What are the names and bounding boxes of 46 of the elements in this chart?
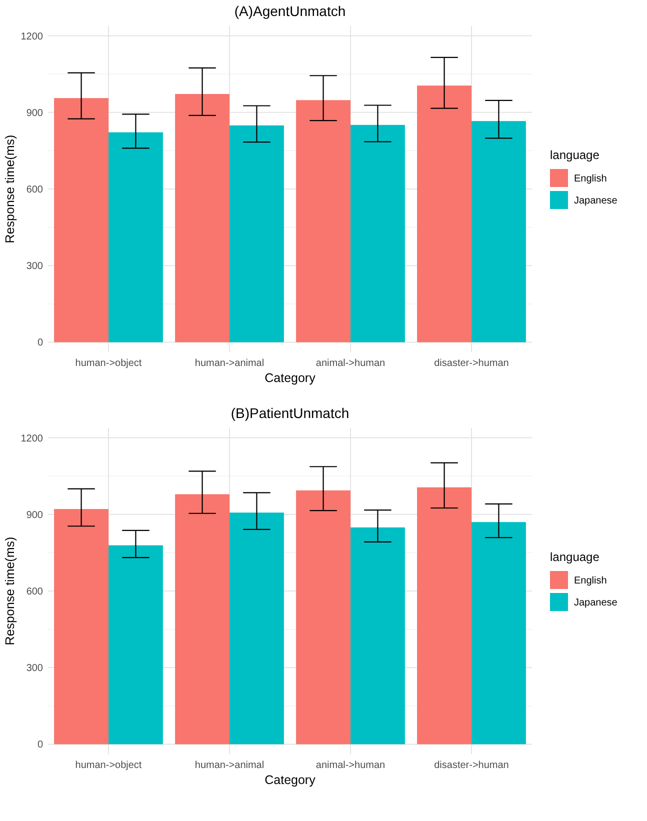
- bar: [472, 121, 526, 342]
- x-tick-label: disaster->human: [434, 760, 509, 771]
- y-tick-label: 0: [37, 740, 44, 751]
- chart-title: (B)PatientUnmatch: [230, 405, 350, 421]
- bar: [175, 94, 230, 342]
- y-tick-label: 300: [26, 261, 44, 272]
- bar: [350, 124, 405, 342]
- y-tick-label: 900: [26, 510, 44, 521]
- y-tick-label: 1200: [20, 31, 44, 42]
- bar: [108, 132, 163, 342]
- x-tick-label: animal->human: [316, 760, 386, 771]
- y-tick-label: 900: [26, 108, 44, 119]
- x-tick-label: human->animal: [194, 760, 264, 771]
- y-tick-label: 1200: [20, 433, 44, 444]
- y-tick-label: 600: [26, 586, 44, 598]
- bar: [54, 98, 108, 342]
- bar: [417, 487, 472, 744]
- y-tick-label: 0: [37, 338, 44, 349]
- x-tick-label: animal->human: [316, 358, 386, 369]
- x-tick-label: human->object: [75, 760, 142, 771]
- x-axis-title: Category: [264, 773, 316, 787]
- bar: [108, 545, 163, 744]
- bar: [230, 512, 284, 744]
- bar: [230, 125, 284, 342]
- legend-label: English: [574, 576, 607, 586]
- y-axis-title: Response time(ms): [3, 134, 17, 244]
- x-tick-label: human->animal: [194, 358, 264, 369]
- x-tick-label: human->object: [75, 358, 142, 369]
- legend-title: language: [550, 550, 600, 564]
- bar: [175, 494, 230, 744]
- chart-title: (A)AgentUnmatch: [234, 3, 346, 19]
- legend-title: language: [550, 148, 600, 162]
- bar: [296, 490, 350, 744]
- bar: [54, 509, 108, 744]
- bar: [296, 100, 350, 342]
- y-axis-title: Response time(ms): [3, 536, 17, 646]
- legend-label: Japanese: [574, 598, 618, 608]
- legend-label: English: [574, 174, 607, 184]
- y-tick-label: 300: [26, 663, 44, 674]
- bar: [472, 522, 526, 744]
- y-tick-label: 600: [26, 184, 44, 196]
- legend-label: Japanese: [574, 196, 618, 206]
- x-axis-title: Category: [264, 371, 316, 385]
- bar: [417, 86, 472, 342]
- x-tick-label: disaster->human: [434, 358, 509, 369]
- bar: [350, 527, 405, 744]
